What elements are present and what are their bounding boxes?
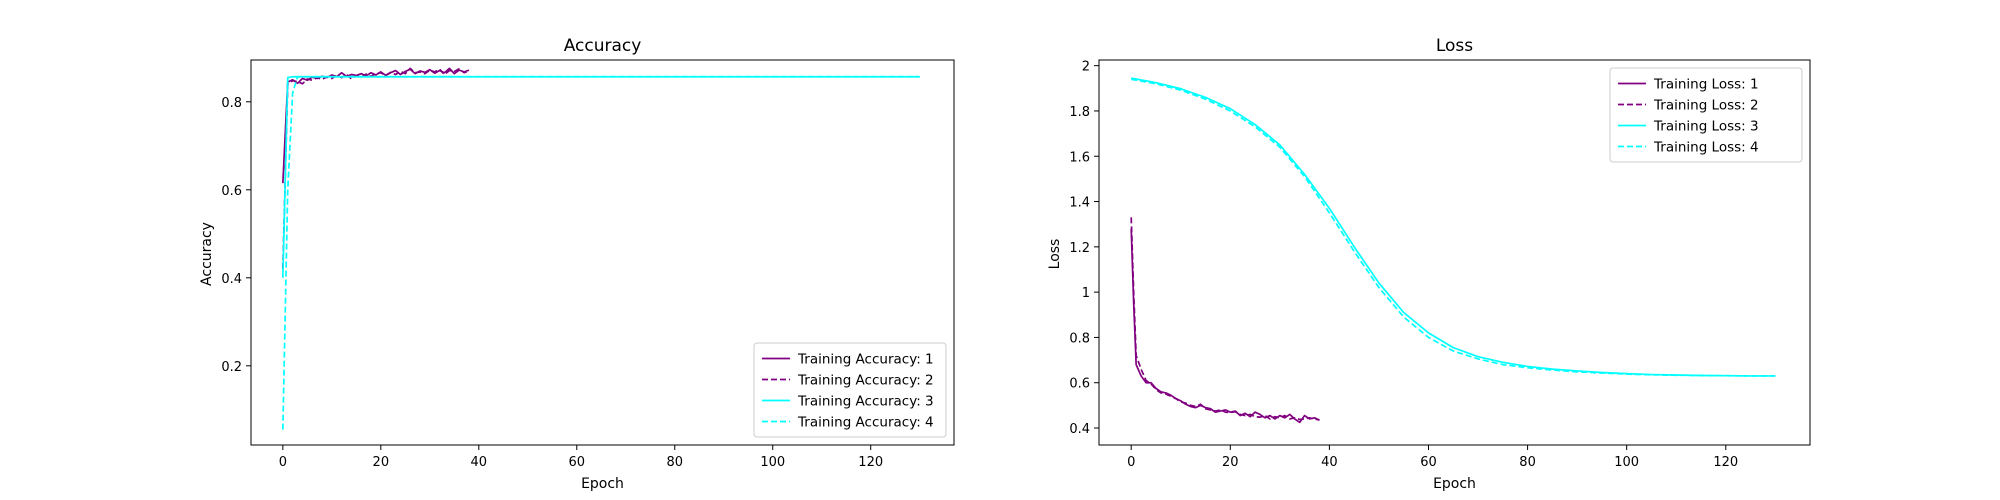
accuracy-y-tick-label: 0.4 [221,272,242,287]
accuracy-chart-title: Accuracy [564,36,642,56]
accuracy-legend-label-2: Training Accuracy: 2 [797,373,934,389]
accuracy-legend-label-3: Training Accuracy: 3 [797,394,934,410]
accuracy-x-tick-label: 80 [666,455,683,470]
loss-series-line-2 [1130,217,1320,421]
loss-x-axis-label: Epoch [1433,476,1476,492]
loss-legend-box [1609,67,1803,163]
accuracy-legend-box [753,342,947,438]
loss-x-tick-label: 40 [1321,455,1338,470]
accuracy-series-line-4 [281,75,920,430]
loss-x-tick-label: 120 [1713,455,1738,470]
accuracy-x-tick-label: 120 [858,455,883,470]
accuracy-y-tick-label: 0.8 [221,96,242,111]
loss-x-tick-label: 80 [1519,455,1536,470]
accuracy-y-tick-label: 0.2 [221,360,242,375]
loss-y-tick-label: 0.8 [1069,331,1090,346]
loss-legend-label-2: Training Loss: 2 [1653,98,1759,114]
accuracy-x-axis-label: Epoch [581,476,624,492]
loss-chart-title: Loss [1436,36,1473,56]
loss-series-line-4 [1131,78,1776,377]
loss-y-tick-label: 0.4 [1069,422,1090,437]
loss-legend: Training Loss: 1 Training Loss: 2 Training… [1609,67,1803,163]
loss-y-tick-label: 0.6 [1069,377,1090,392]
loss-x-tick-label: 20 [1222,455,1239,470]
loss-y-tick-label: 1.2 [1069,241,1090,256]
accuracy-x-tick-label: 40 [471,455,488,470]
loss-legend-label-3: Training Loss: 3 [1653,119,1759,135]
accuracy-y-tick-label: 0.6 [221,184,242,199]
loss-chart: Loss Epoch Loss 0 20 40 60 80 100 120 0.4 0.6 0.8… [1047,36,1811,492]
loss-y-tick-label: 1 [1082,286,1090,301]
loss-x-tick-label: 100 [1614,455,1639,470]
accuracy-series-line-1 [281,67,470,184]
loss-x-tick-label: 0 [1127,455,1135,470]
loss-x-tick-label: 60 [1420,455,1437,470]
accuracy-legend-label-4: Training Accuracy: 4 [797,415,934,431]
accuracy-y-axis-label: Accuracy [199,222,215,286]
loss-plot-frame [1098,59,1811,446]
accuracy-plot-frame [250,59,955,446]
loss-y-tick-label: 1.4 [1069,196,1090,211]
loss-y-tick-label: 1.6 [1069,150,1090,165]
accuracy-x-tick-label: 100 [760,455,785,470]
accuracy-x-tick-label: 0 [279,455,287,470]
accuracy-chart: Accuracy Epoch Accuracy 0 20 40 60 80 100 120 0… [199,36,955,492]
loss-y-tick-label: 1.8 [1069,105,1090,120]
accuracy-x-tick-label: 20 [373,455,390,470]
accuracy-x-tick-label: 60 [569,455,586,470]
accuracy-legend-label-1: Training Accuracy: 1 [797,352,934,368]
loss-y-axis-label: Loss [1047,239,1063,270]
loss-legend-label-4: Training Loss: 4 [1653,140,1759,156]
loss-legend-label-1: Training Loss: 1 [1653,77,1759,93]
loss-y-tick-label: 2 [1082,60,1090,75]
accuracy-legend: Training Accuracy: 1 Training Accuracy: 2… [753,342,947,438]
